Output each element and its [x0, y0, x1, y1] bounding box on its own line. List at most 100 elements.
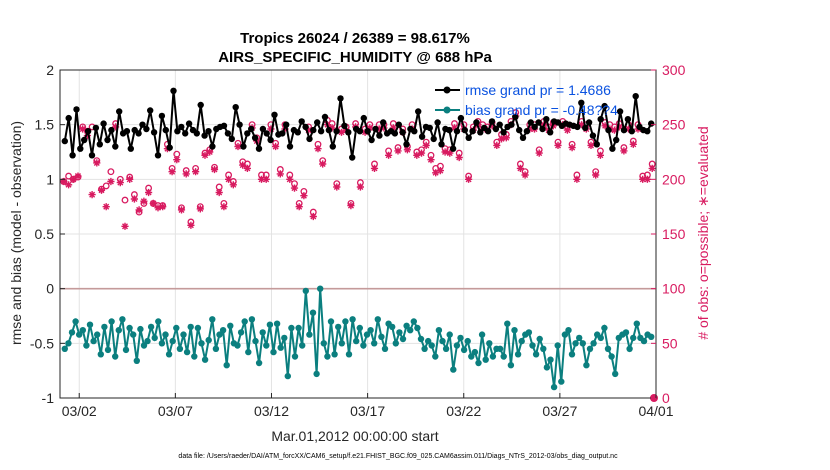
- rmse-point: [430, 135, 437, 143]
- bias-point: [518, 337, 525, 345]
- legend-rmse-label: rmse grand pr = 1.4686: [465, 82, 611, 98]
- bias-point: [536, 335, 543, 343]
- y-axis-right-label: # of obs: o=possible; ∗=evaluated: [695, 126, 711, 339]
- rmse-point: [205, 128, 212, 135]
- rmse-point: [492, 125, 500, 133]
- obs-evaluated-marker: [521, 171, 529, 179]
- obs-evaluated-marker: [436, 167, 444, 175]
- obs-evaluated-marker: [385, 151, 393, 159]
- bias-point: [169, 337, 176, 345]
- legend-bias-marker: [443, 106, 451, 114]
- legend-bias-label: bias grand pr = -0.48??4: [465, 102, 618, 118]
- rmse-point: [484, 128, 492, 135]
- bias-point: [468, 353, 475, 360]
- rmse-point: [356, 128, 364, 135]
- obs-evaluated-marker: [286, 175, 294, 183]
- bias-series: [61, 285, 655, 391]
- obs-evaluated-marker: [229, 181, 237, 189]
- rmse-point: [574, 123, 581, 131]
- bias-point: [115, 327, 123, 334]
- rmse-point: [325, 126, 333, 134]
- bias-point: [320, 340, 327, 347]
- bias-point: [565, 327, 572, 334]
- y-left-tick-label: 0.5: [35, 226, 55, 242]
- bias-point: [79, 327, 87, 334]
- rmse-point: [69, 152, 76, 159]
- rmse-point: [108, 126, 115, 134]
- bias-point: [453, 342, 461, 349]
- bias-point: [68, 329, 76, 336]
- rmse-point: [248, 125, 255, 133]
- obs-evaluated-marker: [74, 172, 82, 180]
- bias-point: [147, 323, 155, 331]
- bias-point: [525, 329, 533, 336]
- obs-evaluated-marker: [239, 161, 247, 169]
- rmse-point: [317, 128, 325, 135]
- obs-evaluated-marker: [121, 222, 129, 230]
- bias-point: [475, 359, 482, 367]
- bias-point: [561, 331, 569, 338]
- bias-point: [633, 320, 640, 327]
- obs-evaluated-marker: [177, 206, 186, 214]
- rmse-point: [81, 136, 88, 144]
- obs-evaluated-marker: [234, 142, 242, 151]
- obs-possible-marker: [107, 168, 115, 176]
- rmse-point: [112, 143, 119, 150]
- rmse-point: [294, 129, 301, 136]
- bias-point: [367, 327, 374, 334]
- bias-point: [356, 324, 363, 332]
- rmse-point: [620, 126, 628, 134]
- rmse-point: [166, 144, 173, 151]
- chart-title-line2: AIRS_SPECIFIC_HUMIDITY @ 688 hPa: [218, 49, 492, 66]
- obs-evaluated-marker: [215, 188, 223, 197]
- bias-point: [407, 327, 414, 334]
- rmse-point: [329, 143, 336, 150]
- bias-point: [173, 324, 180, 332]
- obs-evaluated-marker: [130, 195, 138, 203]
- bias-point: [576, 334, 583, 342]
- bias-point: [140, 342, 148, 349]
- rmse-point: [286, 143, 294, 150]
- bias-point: [108, 318, 115, 325]
- bias-point: [450, 366, 457, 373]
- rmse-point: [624, 116, 632, 123]
- bias-point: [266, 321, 274, 328]
- obs-evaluated-marker: [592, 171, 600, 179]
- rmse-point: [605, 126, 612, 134]
- bias-point: [486, 340, 493, 347]
- obs-evaluated-marker: [417, 149, 426, 157]
- rmse-point: [170, 87, 177, 95]
- bias-point: [396, 329, 403, 336]
- rmse-point: [527, 119, 534, 126]
- rmse-point: [539, 125, 546, 133]
- obs-evaluated-marker: [629, 140, 637, 148]
- rmse-point: [92, 124, 100, 132]
- bias-point: [94, 331, 101, 338]
- bias-point: [241, 318, 248, 325]
- bias-point: [180, 331, 187, 338]
- y-left-tick-label: -0.5: [30, 335, 54, 351]
- bias-point: [112, 353, 119, 360]
- rmse-point: [372, 125, 379, 133]
- obs-evaluated-marker: [648, 164, 656, 172]
- x-tick-label: 03/17: [350, 403, 385, 419]
- obs-evaluated-marker: [337, 128, 346, 136]
- rmse-point: [147, 107, 154, 114]
- rmse-point: [116, 108, 123, 115]
- rmse-point: [61, 137, 68, 145]
- bias-point: [284, 372, 291, 380]
- obs-evaluated-marker: [493, 141, 501, 149]
- bias-point: [471, 348, 479, 356]
- obs-evaluated-marker: [187, 221, 195, 229]
- rmse-point: [380, 119, 387, 126]
- rmse-point: [143, 125, 150, 133]
- bias-point: [507, 362, 515, 369]
- bias-point: [237, 329, 245, 336]
- obs-possible-marker: [102, 182, 110, 190]
- obs-evaluated-marker: [210, 165, 219, 174]
- bias-point: [126, 324, 133, 332]
- bias-point: [414, 324, 421, 332]
- rmse-point: [585, 119, 593, 126]
- obs-evaluated-marker: [168, 168, 176, 176]
- bias-point: [410, 318, 417, 325]
